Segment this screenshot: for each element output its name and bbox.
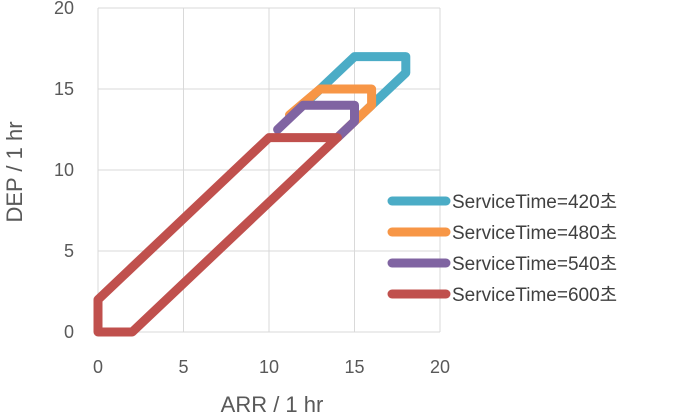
- series-line-3: [273, 100, 359, 143]
- legend-label: ServiceTime=600초: [452, 285, 617, 306]
- x-axis-title: ARR / 1 hr: [221, 392, 324, 413]
- y-tick-label: 10: [54, 160, 74, 180]
- x-tick-label: 5: [178, 357, 188, 377]
- y-tick-label: 20: [54, 0, 74, 18]
- series-layer: [93, 52, 411, 337]
- y-tick-label: 5: [64, 241, 74, 261]
- x-tick-label: 0: [93, 357, 103, 377]
- legend: ServiceTime=420초 ServiceTime=480초 ServiceT…: [387, 192, 617, 306]
- legend-label: ServiceTime=540초: [452, 254, 617, 275]
- series-line-1: [298, 52, 411, 126]
- series-line-2: [285, 84, 377, 143]
- tick-labels: 0 5 10 15 20 0 5 10 15 20: [54, 0, 450, 377]
- x-tick-label: 15: [344, 357, 364, 377]
- x-tick-label: 10: [259, 357, 279, 377]
- y-axis-title: DEP / 1 hr: [2, 121, 27, 222]
- x-tick-label: 20: [430, 357, 450, 377]
- legend-label: ServiceTime=480초: [452, 223, 617, 244]
- legend-label: ServiceTime=420초: [452, 192, 617, 213]
- y-tick-label: 0: [64, 322, 74, 342]
- series-line-4: [93, 133, 342, 337]
- y-tick-label: 15: [54, 79, 74, 99]
